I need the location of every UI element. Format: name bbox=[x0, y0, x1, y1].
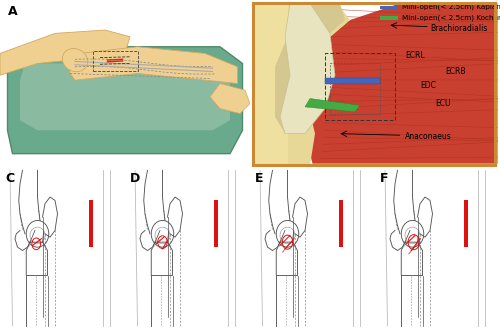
Bar bbox=[214, 200, 218, 247]
Bar bbox=[325, 77, 380, 84]
Ellipse shape bbox=[62, 48, 88, 72]
Bar bbox=[90, 200, 93, 247]
Text: ECU: ECU bbox=[435, 99, 450, 108]
Text: Brachioradialis: Brachioradialis bbox=[430, 24, 488, 33]
Bar bbox=[340, 200, 343, 247]
Polygon shape bbox=[70, 47, 237, 84]
Text: Anaconaeus: Anaconaeus bbox=[405, 133, 452, 141]
Polygon shape bbox=[300, 3, 498, 164]
Polygon shape bbox=[0, 30, 130, 75]
Bar bbox=[380, 5, 398, 9]
Text: C: C bbox=[5, 172, 14, 185]
Text: E: E bbox=[255, 172, 264, 185]
Text: F: F bbox=[380, 172, 388, 185]
Bar bbox=[380, 16, 398, 20]
Polygon shape bbox=[210, 84, 250, 114]
Text: EDC: EDC bbox=[420, 81, 436, 90]
Bar bbox=[464, 200, 468, 247]
FancyBboxPatch shape bbox=[252, 3, 288, 165]
Polygon shape bbox=[275, 3, 345, 134]
Text: ECRB: ECRB bbox=[445, 67, 466, 76]
Polygon shape bbox=[305, 99, 360, 112]
Text: ECRL: ECRL bbox=[405, 51, 424, 59]
Polygon shape bbox=[280, 3, 335, 134]
Text: Mini-open(< 2.5cm) Kaplan: Mini-open(< 2.5cm) Kaplan bbox=[402, 4, 500, 10]
Polygon shape bbox=[20, 63, 230, 130]
Text: D: D bbox=[130, 172, 140, 185]
Polygon shape bbox=[8, 47, 242, 154]
Text: Mini-open(< 2.5cm) Kocher: Mini-open(< 2.5cm) Kocher bbox=[402, 15, 500, 21]
Text: B: B bbox=[258, 5, 267, 18]
Polygon shape bbox=[252, 3, 350, 165]
Text: A: A bbox=[8, 5, 17, 18]
